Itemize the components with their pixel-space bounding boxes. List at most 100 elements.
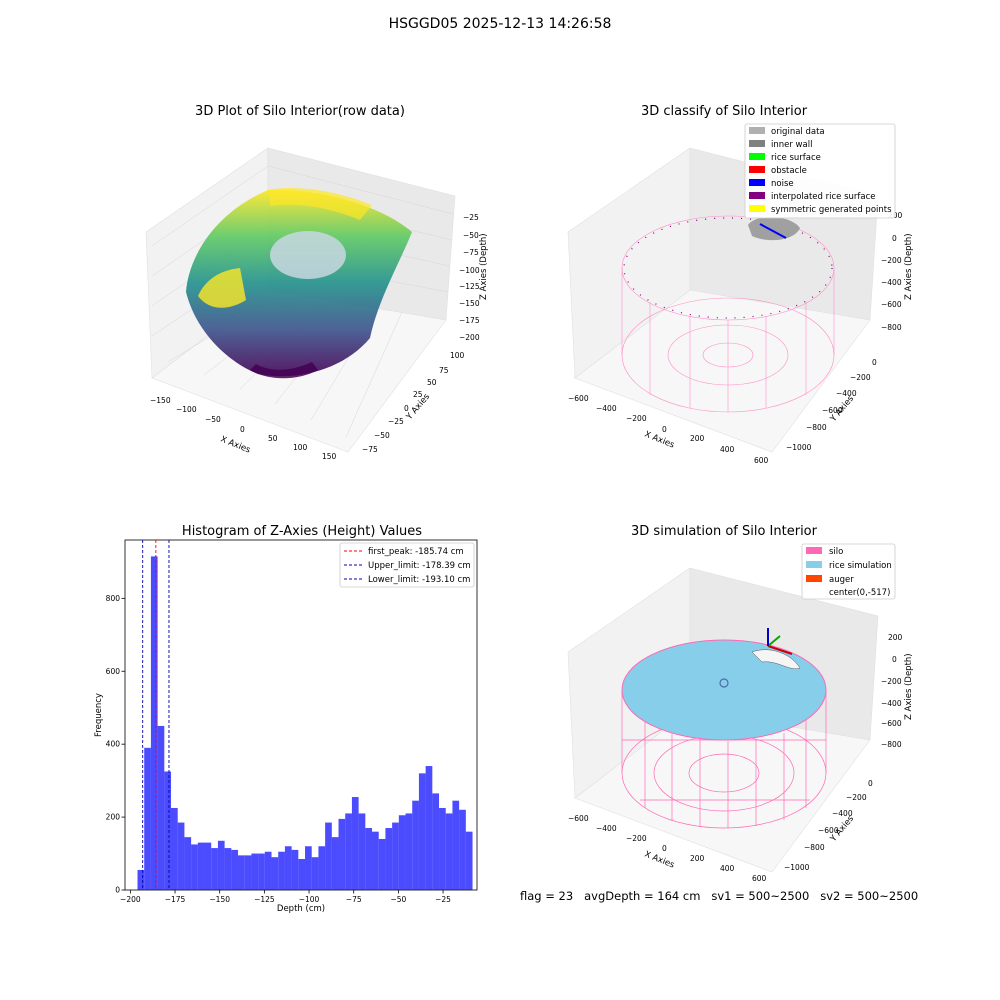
classify-ytick: −800 <box>806 423 827 432</box>
histogram-bar <box>238 855 245 890</box>
classify-ztick: −400 <box>881 278 902 287</box>
legend-label-original-data: original data <box>771 127 825 137</box>
sim-ytick: −1000 <box>784 863 810 872</box>
legend-label-interpolated: interpolated rice surface <box>771 192 876 202</box>
classify-xtick: 400 <box>720 445 735 454</box>
sim-legend-frame <box>801 543 896 600</box>
histogram-bar <box>164 771 172 890</box>
legend-swatch-rice-simulation <box>806 561 822 568</box>
histogram-bar <box>378 838 386 890</box>
classify-ztick: −800 <box>881 323 902 332</box>
histogram-bar <box>311 857 319 890</box>
legend-label-rice-simulation: rice simulation <box>829 561 892 571</box>
histogram-vlines <box>142 540 170 890</box>
raw-y-ticks: −75 −50 −25 0 25 50 75 100 <box>362 351 465 454</box>
raw-z-ticks: −25 −50 −75 −100 −125 −150 −175 −200 <box>459 213 480 342</box>
histogram-ytick-label: 0 <box>115 886 120 895</box>
raw-point-cloud <box>186 187 412 379</box>
histogram-ytick-label: 200 <box>106 813 121 822</box>
raw-xtick: −100 <box>176 405 197 414</box>
classify-3d-plot: −600 −400 −200 0 200 400 600 X Axies −10… <box>567 123 914 465</box>
histogram-bar <box>385 828 393 890</box>
classify-interpolated-surface <box>623 217 833 319</box>
histogram-bar <box>150 556 158 890</box>
legend-swatch-inner-wall <box>749 140 765 147</box>
histogram-bar <box>211 848 218 890</box>
raw-ztick: −125 <box>459 282 480 291</box>
legend-swatch-noise <box>749 179 765 186</box>
legend-label-silo: silo <box>829 547 843 557</box>
legend-label-rice-surface: rice surface <box>771 153 821 163</box>
legend-swatch-rice-surface <box>749 153 765 160</box>
histogram-title: Histogram of Z-Axies (Height) Values <box>181 524 423 539</box>
classify-ytick: −200 <box>850 373 871 382</box>
raw-xtick: 50 <box>268 434 278 443</box>
histogram-xtick-label: −200 <box>120 895 141 904</box>
classify-z-ticks: 200 0 −200 −400 −600 −800 <box>881 211 903 332</box>
sim-floor-pane <box>574 709 871 873</box>
classify-ytick: 0 <box>872 358 877 367</box>
sim-3d-plot: −600 −400 −200 0 200 400 600 X Axies −10… <box>567 543 914 883</box>
histogram-chart: −200 −175 −150 −125 −100 −75 −50 −25 0 200 400 600… <box>94 539 478 914</box>
sim-xtick: −200 <box>626 834 647 843</box>
sim-ytick: 0 <box>868 779 873 788</box>
raw-x-ticks: −150 −100 −50 0 50 100 150 <box>150 396 337 461</box>
histogram-bar <box>137 869 145 890</box>
histogram-ylabel: Frequency <box>94 693 104 737</box>
classify-detected-points <box>748 217 800 241</box>
raw-3d-plot: −150 −100 −50 0 50 100 150 X Axies −75 −… <box>145 147 489 461</box>
classify-ztick: −600 <box>881 300 902 309</box>
raw-ytick: 50 <box>427 378 437 387</box>
legend-label-lower-limit: Lower_limit: -193.10 cm <box>368 575 470 585</box>
histogram-legend: first_peak: -185.74 cm Upper_limit: -178… <box>339 542 475 588</box>
classify-ytick: −1000 <box>786 443 812 452</box>
histogram-bars <box>137 556 473 890</box>
legend-swatch-auger <box>806 575 822 582</box>
histogram-bar <box>439 807 446 890</box>
raw-xtick: 0 <box>240 425 245 434</box>
histogram-bar <box>244 855 252 890</box>
histogram-bar <box>452 800 460 890</box>
raw-xtick: 150 <box>322 452 337 461</box>
sim-ytick: −200 <box>846 793 867 802</box>
classify-xtick: 0 <box>662 425 667 434</box>
sim-axis-green <box>767 635 781 647</box>
status-footer: flag = 23 avgDepth = 164 cm sv1 = 500~25… <box>520 889 919 903</box>
sim-ytick: −400 <box>832 809 853 818</box>
histogram-bar <box>331 837 339 890</box>
classify-ytick: −600 <box>822 406 843 415</box>
sim-plot-title: 3D simulation of Silo Interior <box>631 524 817 539</box>
histogram-legend-frame <box>339 542 475 588</box>
histogram-bar <box>358 813 366 890</box>
raw-ztick: −150 <box>459 299 480 308</box>
histogram-bar <box>191 844 198 890</box>
legend-swatch-original-data <box>749 127 765 134</box>
classify-floor-pane <box>574 289 871 453</box>
histogram-bar <box>351 797 359 890</box>
sim-x-ticks: −600 −400 −200 0 200 400 600 <box>568 814 767 883</box>
sim-ztick: 200 <box>888 633 903 642</box>
raw-ytick: −50 <box>374 431 390 440</box>
raw-xtick: −150 <box>150 396 171 405</box>
histogram-bar <box>338 818 346 890</box>
raw-ytick: −25 <box>388 417 404 426</box>
histogram-bar <box>412 800 419 890</box>
histogram-ytick-label: 400 <box>106 740 121 749</box>
classify-xtick: 200 <box>690 434 705 443</box>
sim-axis-red <box>767 645 793 655</box>
histogram-bar <box>318 846 326 890</box>
classify-xtick: −200 <box>626 414 647 423</box>
raw-ytick: 100 <box>450 351 465 360</box>
sim-xtick: 200 <box>690 854 705 863</box>
sim-xtick: −600 <box>568 814 589 823</box>
raw-ztick: −25 <box>463 213 479 222</box>
sim-xlabel: X Axies <box>643 850 676 871</box>
legend-swatch-interpolated <box>749 192 765 199</box>
histogram-bar <box>157 725 165 890</box>
histogram-bar <box>251 853 259 890</box>
histogram-bar <box>184 837 192 890</box>
histogram-bar <box>271 857 279 890</box>
legend-label-center: center(0,-517) <box>829 588 890 598</box>
sim-center-marker <box>719 678 729 688</box>
